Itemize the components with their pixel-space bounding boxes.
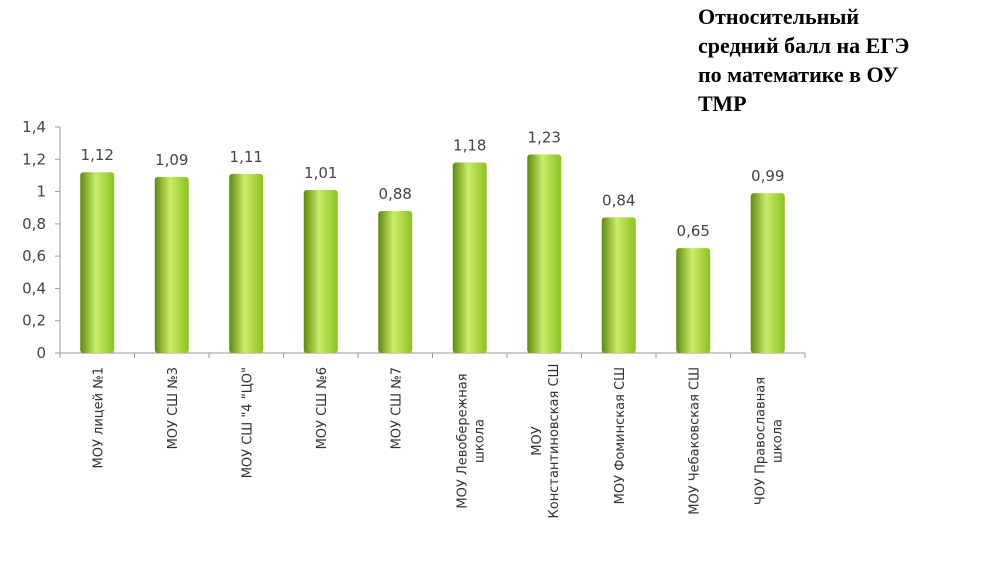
x-tick-label: МОУ СШ №3 [166,367,181,449]
x-tick-label-line: МОУ Левобережная [455,373,470,508]
data-label: 1,01 [304,164,337,182]
x-tick-label-line: МОУ лицей №1 [91,367,106,468]
chart-title-line: Относительный [698,4,860,29]
bar [378,210,413,353]
x-tick-label-line: МОУ Чебаковская СШ [687,367,702,515]
x-tick-label-line: МОУ [530,426,545,455]
data-label: 0,84 [602,191,635,209]
x-tick-label-line: МОУ Фоминская СШ [613,367,628,504]
data-label: 1,11 [230,148,263,166]
x-tick-label: ЧОУ Православная школа [753,377,785,505]
bar [750,193,785,353]
data-label: 1,23 [528,128,561,146]
data-label: 1,09 [155,151,188,169]
x-tick-label-line: школа [770,419,785,463]
x-tick-label-line: Константиновская СШ [547,364,562,519]
x-tick-label: МОУ Чебаковская СШ [687,367,702,515]
bar [154,177,189,353]
y-tick-label: 0,8 [22,215,46,233]
bar [229,173,264,353]
bar [452,162,487,353]
bar [676,248,711,353]
bar [303,189,338,353]
x-tick-label: МОУ СШ №7 [389,367,404,449]
data-label: 0,88 [379,185,412,203]
data-label: 0,65 [677,222,710,240]
chart-title-line: средний балл на ЕГЭ [698,33,910,58]
y-tick-label: 0,4 [22,279,46,297]
y-tick-label: 0,6 [22,247,46,265]
x-tick-label: МОУ лицей №1 [91,367,106,468]
data-label: 1,18 [453,137,486,155]
y-tick-label: 0 [36,344,46,362]
bar [80,172,115,353]
chart-title-line: ТМР [698,91,747,116]
x-tick-label: МОУ СШ "4 "ЦО" [240,367,255,478]
chart-title: Относительный средний балл на ЕГЭ по мат… [698,2,993,118]
data-label: 0,99 [751,167,784,185]
chart-title-line: по математике в ОУ [698,62,899,87]
x-tick-label: МОУ Левобережная школа [455,373,487,508]
category-labels-group: МОУ лицей №1 МОУ СШ №3 МОУ СШ "4 "ЦО" МОУ С… [91,364,785,519]
x-tick-label: МОУ Константиновская СШ [530,364,562,519]
y-tick-label: 1,2 [22,150,46,168]
x-tick-label-line: МОУ СШ №3 [166,367,181,449]
value-labels-group: 1,12 1,09 1,11 1,01 0,88 1,18 1,23 0,84 0,65 0,99 [81,128,785,240]
x-tick-label-line: МОУ СШ "4 "ЦО" [240,367,255,478]
y-tick-label: 0,2 [22,312,46,330]
x-tick-label-line: ЧОУ Православная [753,377,768,505]
y-tick-label: 1,4 [22,118,46,136]
y-tick-label: 1 [36,183,46,201]
x-tick-label-line: школа [472,419,487,463]
x-tick-label: МОУ Фоминская СШ [613,367,628,504]
y-axis: 0 0,2 0,4 0,6 0,8 1 1,2 1,4 [22,118,61,362]
x-tick-label-line: МОУ СШ №6 [315,367,330,449]
bars-group [80,154,785,353]
bar [527,154,562,353]
bar [601,217,636,353]
x-tick-label: МОУ СШ №6 [315,367,330,449]
data-label: 1,12 [81,146,114,164]
x-axis [59,352,806,358]
x-tick-label-line: МОУ СШ №7 [389,367,404,449]
